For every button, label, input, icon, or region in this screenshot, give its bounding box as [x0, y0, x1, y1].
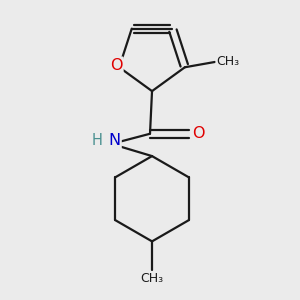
Text: CH₃: CH₃ [217, 56, 240, 68]
Text: O: O [110, 58, 122, 73]
Text: H: H [92, 134, 103, 148]
Text: CH₃: CH₃ [140, 272, 164, 285]
Text: N: N [108, 134, 121, 148]
Text: O: O [193, 126, 205, 141]
